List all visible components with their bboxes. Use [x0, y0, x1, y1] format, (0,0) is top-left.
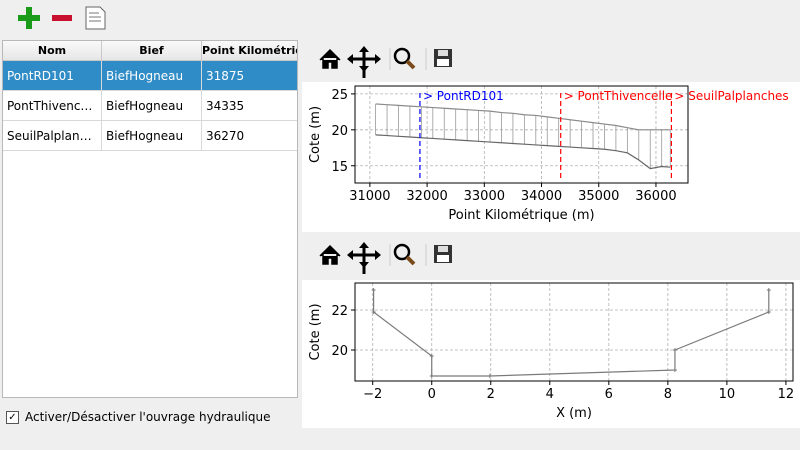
- plot-frame: [354, 282, 794, 382]
- table-cell: 36270: [201, 120, 297, 151]
- x-tick-label: 12: [778, 387, 795, 402]
- point-marker: [766, 288, 771, 292]
- point-marker: [429, 354, 434, 358]
- pan-button[interactable]: [347, 46, 381, 78]
- profile-chart: 31000 32000 33000 34000 35000 36000 15 20 25 Poin…: [302, 82, 800, 232]
- home-button[interactable]: [319, 48, 341, 69]
- point-marker: [672, 368, 677, 372]
- x-tick-label: 2: [487, 387, 495, 402]
- zoom-button[interactable]: [393, 47, 416, 70]
- table-cell: 31875: [201, 60, 297, 91]
- point-marker: [672, 348, 677, 352]
- pan-button[interactable]: [347, 242, 381, 274]
- annotation-label: > PontRD101: [423, 89, 504, 103]
- main-toolbar: [18, 6, 106, 30]
- y-tick-label: 20: [331, 124, 348, 139]
- point-marker: [766, 310, 771, 314]
- plot-frame: [354, 85, 689, 184]
- y-tick-label: 22: [331, 304, 348, 319]
- plot-toolbar: [319, 242, 452, 274]
- table-row[interactable]: PontThivencelle BiefHogneau 34335: [3, 90, 297, 121]
- column-header: Point Kilométrique: [201, 41, 297, 61]
- table-cell: BiefHogneau: [101, 90, 202, 121]
- column-header: Bief: [101, 41, 202, 61]
- x-tick-label: 31000: [349, 189, 390, 204]
- point-marker: [371, 288, 376, 292]
- x-tick-label: −2: [363, 387, 382, 402]
- x-axis-label: Point Kilométrique (m): [448, 208, 594, 223]
- checkbox-row[interactable]: ✓ Activer/Désactiver l'ouvrage hydrauliq…: [6, 410, 270, 424]
- series-line: [372, 290, 770, 377]
- point-marker: [487, 374, 492, 378]
- section-chart: −2 0 2 4 6 8 10 12 20 22 X (m) Cote (m): [302, 280, 800, 428]
- zoom-button[interactable]: [393, 243, 416, 266]
- x-tick-label: 33000: [464, 189, 505, 204]
- x-tick-label: 32000: [406, 189, 447, 204]
- point-marker: [429, 374, 434, 378]
- delete-button[interactable]: [52, 15, 72, 21]
- x-tick-label: 34000: [521, 189, 562, 204]
- y-tick-label: 15: [331, 160, 348, 175]
- y-tick-label: 25: [331, 88, 348, 103]
- table-cell: PontThivencelle: [3, 90, 102, 121]
- y-axis-label: Cote (m): [308, 106, 323, 163]
- plot-panel-decor: [319, 46, 452, 274]
- x-axis-label: X (m): [556, 406, 592, 421]
- checkbox[interactable]: ✓: [6, 410, 19, 424]
- x-tick-label: 10: [719, 387, 736, 402]
- save-button[interactable]: [434, 245, 452, 263]
- plot-toolbar: [319, 46, 452, 78]
- home-button[interactable]: [319, 244, 341, 265]
- x-tick-label: 6: [605, 387, 613, 402]
- table-cell: PontRD101: [3, 60, 102, 91]
- point-marker: [371, 310, 376, 314]
- table-cell: 34335: [201, 90, 297, 121]
- table-cell: BiefHogneau: [101, 120, 202, 151]
- annotation-label: > SeuilPalplanches: [674, 89, 788, 103]
- x-tick-label: 4: [546, 387, 554, 402]
- y-tick-label: 20: [331, 344, 348, 359]
- add-button[interactable]: [18, 7, 40, 29]
- checkbox-label: Activer/Désactiver l'ouvrage hydraulique: [25, 410, 271, 424]
- table-row[interactable]: PontRD101 BiefHogneau 31875: [3, 60, 297, 91]
- table-cell: BiefHogneau: [101, 60, 202, 91]
- table-row[interactable]: SeuilPalplanches BiefHogneau 36270: [3, 120, 297, 151]
- x-tick-label: 8: [664, 387, 672, 402]
- x-tick-label: 0: [428, 387, 436, 402]
- series-line: [375, 134, 671, 170]
- x-tick-label: 35000: [578, 189, 619, 204]
- edit-button[interactable]: [85, 6, 106, 30]
- table-cell: SeuilPalplanches: [3, 120, 102, 151]
- series-line: [375, 103, 671, 131]
- column-header: Nom: [3, 41, 102, 61]
- y-axis-label: Cote (m): [308, 303, 323, 360]
- x-tick-label: 36000: [635, 189, 676, 204]
- annotation-label: > PontThivencelle: [564, 89, 673, 103]
- save-button[interactable]: [434, 49, 452, 67]
